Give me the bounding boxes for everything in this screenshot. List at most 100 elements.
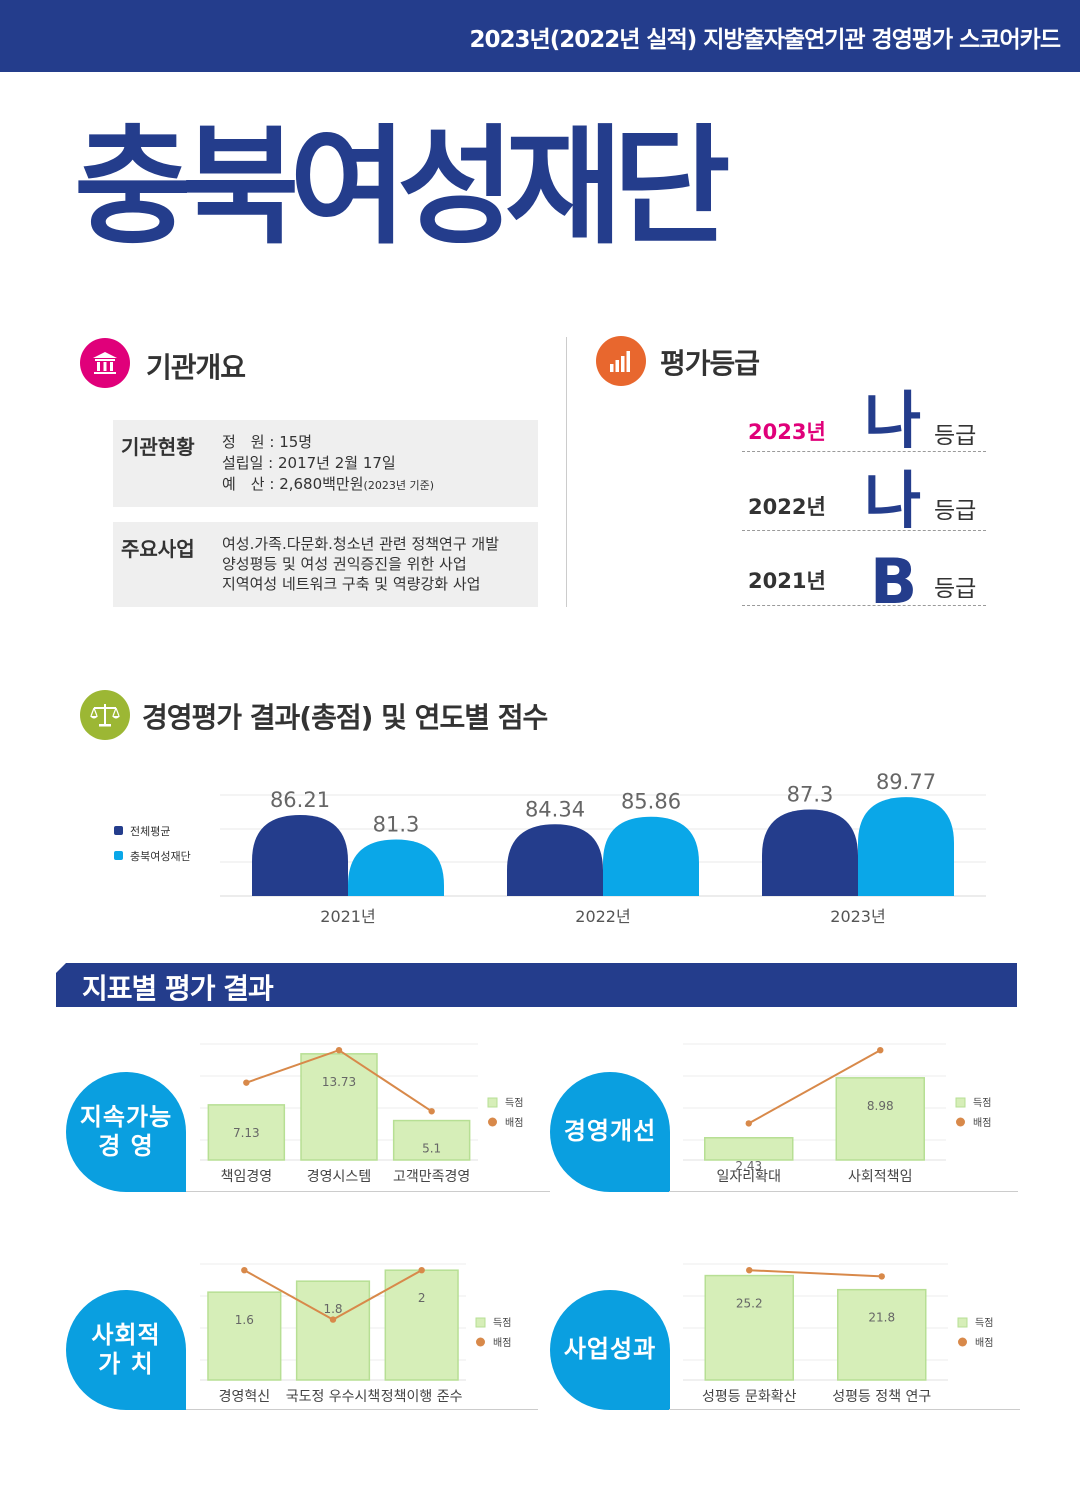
legend-label-score: 득점 bbox=[493, 1317, 511, 1329]
score-bar bbox=[837, 1288, 927, 1381]
legend-swatch-score bbox=[955, 1097, 966, 1108]
bar-value-label: 2.43 bbox=[735, 1159, 762, 1173]
panel-baseline bbox=[186, 1409, 538, 1410]
score-bar bbox=[207, 1291, 282, 1381]
x-tick-label: 2021년 bbox=[320, 907, 375, 926]
x-tick-label: 성평등 문화확산 bbox=[702, 1389, 797, 1405]
indicator-title: 지표별 평가 결과 bbox=[82, 972, 274, 1005]
legend-swatch-max bbox=[488, 1117, 497, 1127]
score-bar bbox=[835, 1077, 925, 1161]
score-bar bbox=[295, 1280, 371, 1381]
budget-value: 예 산 : 2,680백만원 bbox=[222, 475, 364, 493]
max-score-point bbox=[335, 1046, 343, 1054]
grade-year-2021: 2021년 bbox=[748, 569, 826, 593]
x-tick-label: 고객만족경영 bbox=[393, 1169, 470, 1185]
legend-label-score: 득점 bbox=[975, 1317, 993, 1329]
max-score-line bbox=[748, 1049, 881, 1125]
legend-swatch-max bbox=[476, 1337, 485, 1347]
bar-chart-icon bbox=[596, 336, 646, 386]
bar-value-label: 5.1 bbox=[422, 1142, 441, 1156]
category-blob-performance: 사업성과 bbox=[550, 1290, 670, 1410]
legend-swatch-score bbox=[475, 1317, 486, 1328]
grade-letter-2023: 나 bbox=[864, 384, 922, 457]
bar-value-label: 86.21 bbox=[270, 788, 330, 812]
business-box bbox=[113, 522, 538, 607]
grade-letter-2021: B bbox=[870, 545, 918, 618]
max-score-point bbox=[329, 1316, 337, 1323]
business-item: 양성평등 및 여성 권익증진을 위한 사업 bbox=[222, 555, 467, 573]
legend-swatch-average bbox=[114, 826, 123, 835]
max-score-point bbox=[241, 1266, 248, 1274]
bar-value-label: 25.2 bbox=[736, 1297, 763, 1311]
bar-average-2021년 bbox=[252, 814, 348, 896]
x-tick-label: 사회적책임 bbox=[848, 1169, 912, 1185]
category-blob-sustainable: 지속가능 경 영 bbox=[66, 1072, 186, 1192]
status-box bbox=[113, 420, 538, 507]
panel-baseline bbox=[186, 1191, 550, 1192]
panel-baseline bbox=[669, 1191, 1018, 1192]
bar-value-label: 21.8 bbox=[868, 1311, 895, 1325]
score-bar bbox=[384, 1269, 459, 1381]
header-title: 2023년(2022년 실적) 지방출자출연기관 경영평가 스코어카드 bbox=[469, 27, 1061, 53]
bar-value-label: 87.3 bbox=[787, 783, 834, 807]
grade-separator bbox=[742, 530, 986, 531]
bar-average-2023년 bbox=[762, 809, 858, 896]
grade-year-2023: 2023년 bbox=[748, 420, 826, 444]
legend-swatch-org bbox=[114, 851, 123, 860]
bar-value-label: 84.34 bbox=[525, 797, 585, 821]
legend-label-org: 충북여성재단 bbox=[130, 850, 191, 863]
max-score-point bbox=[745, 1120, 752, 1127]
x-tick-label: 경영혁신 bbox=[219, 1389, 271, 1405]
max-score-point bbox=[243, 1079, 250, 1086]
building-icon bbox=[80, 338, 130, 388]
score-bar bbox=[704, 1137, 794, 1161]
grade-separator bbox=[742, 451, 986, 452]
budget-line: 예 산 : 2,680백만원(2023년 기준) bbox=[222, 474, 434, 497]
x-tick-label: 국도정 우수시책 bbox=[286, 1389, 381, 1405]
legend-label-score: 득점 bbox=[505, 1097, 523, 1109]
overview-title: 기관개요 bbox=[146, 351, 246, 384]
grade-year-2022: 2022년 bbox=[748, 495, 826, 519]
bar-value-label: 13.73 bbox=[322, 1075, 356, 1089]
x-tick-label: 2023년 bbox=[830, 907, 885, 926]
legend-label-max: 배점 bbox=[975, 1337, 993, 1349]
bar-value-label: 81.3 bbox=[373, 813, 420, 837]
grade-unit: 등급 bbox=[934, 423, 977, 449]
grade-unit: 등급 bbox=[934, 498, 977, 524]
results-title: 경영평가 결과(총점) 및 연도별 점수 bbox=[142, 701, 548, 734]
grade-separator bbox=[742, 605, 986, 606]
score-bar bbox=[300, 1053, 378, 1161]
status-label: 기관현황 bbox=[121, 435, 195, 459]
bar-org-2021년 bbox=[348, 839, 444, 896]
legend-swatch-max bbox=[956, 1117, 965, 1127]
bar-value-label: 85.86 bbox=[621, 790, 681, 814]
business-label: 주요사업 bbox=[121, 537, 195, 561]
header-bar bbox=[0, 0, 1080, 72]
legend-label-max: 배점 bbox=[505, 1117, 523, 1129]
panel-baseline bbox=[669, 1409, 1020, 1410]
bar-average-2022년 bbox=[507, 824, 603, 896]
founded-line: 설립일 : 2017년 2월 17일 bbox=[222, 454, 396, 472]
max-score-line bbox=[749, 1269, 882, 1278]
budget-note: (2023년 기준) bbox=[363, 479, 434, 492]
legend-swatch-max bbox=[958, 1337, 967, 1347]
score-bar bbox=[207, 1104, 286, 1161]
legend-label-average: 전체평균 bbox=[130, 825, 171, 838]
x-tick-label: 경영시스템 bbox=[307, 1169, 371, 1185]
org-name: 충북여성재단 bbox=[74, 113, 731, 262]
section-divider bbox=[566, 337, 567, 607]
indicator-ribbon bbox=[56, 963, 1017, 1007]
category-blob-social: 사회적 가 치 bbox=[66, 1290, 186, 1410]
business-item: 지역여성 네트워크 구축 및 역량강화 사업 bbox=[222, 575, 481, 593]
bar-value-label: 1.8 bbox=[323, 1302, 342, 1316]
max-score-point bbox=[877, 1046, 884, 1054]
legend-swatch-score bbox=[487, 1097, 498, 1108]
legend-label-score: 득점 bbox=[973, 1097, 991, 1109]
category-blob-improvement: 경영개선 bbox=[550, 1072, 670, 1192]
legend-swatch-score bbox=[957, 1317, 968, 1328]
bar-value-label: 89.77 bbox=[876, 770, 936, 794]
